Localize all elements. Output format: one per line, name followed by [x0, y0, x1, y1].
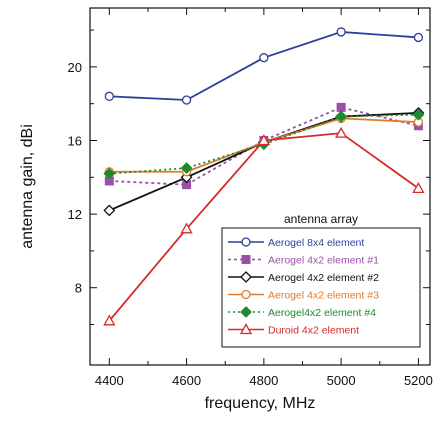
series-layer — [103, 27, 425, 326]
data-point — [103, 167, 116, 180]
data-point — [240, 306, 252, 318]
legend-label: Aerogel 4x2 element #2 — [268, 272, 379, 284]
plot-border — [89, 7, 431, 366]
data-point — [335, 110, 348, 123]
y-tick-label: 16 — [68, 133, 82, 148]
data-point — [180, 162, 193, 175]
series-line — [109, 113, 419, 175]
data-point — [335, 126, 348, 138]
data-point — [103, 314, 116, 326]
y-tick-label: 20 — [68, 60, 82, 75]
legend-title: antenna array — [284, 212, 358, 226]
legend-item: Aerogel4x2 element #4 — [228, 306, 376, 319]
legend-item: Duroid 4x2 element — [228, 323, 359, 337]
data-point — [241, 237, 251, 247]
legend-box — [221, 227, 421, 348]
y-axis-ticks: 8 12 16 20 — [68, 29, 430, 326]
data-point — [240, 271, 252, 283]
data-point — [181, 95, 192, 105]
data-point — [103, 204, 116, 217]
legend-label: Aerogel 4x2 element #3 — [268, 290, 379, 302]
legend-item: Aerogel 8x4 element — [228, 237, 364, 249]
legend-label: Aerogel 8x4 element — [268, 237, 364, 249]
x-tick-label: 4600 — [172, 373, 201, 388]
plot-frame — [89, 7, 431, 366]
legend-label: Duroid 4x2 element — [268, 325, 359, 337]
legend-item: Aerogel 4x2 element #2 — [228, 271, 379, 284]
legend-label: Aerogel 4x2 element #1 — [268, 255, 379, 267]
series-1 — [104, 27, 424, 105]
legend-label: Aerogel4x2 element #4 — [268, 307, 376, 319]
data-point — [180, 222, 193, 234]
x-tick-label: 4800 — [249, 373, 278, 388]
data-point — [336, 27, 346, 37]
x-tick-label: 5000 — [327, 373, 356, 388]
data-point — [413, 32, 424, 43]
data-point — [259, 53, 269, 63]
x-axis-title: frequency, MHz — [205, 395, 316, 412]
data-point — [336, 102, 346, 112]
data-point — [257, 134, 270, 146]
x-tick-label: 5200 — [404, 373, 433, 388]
legend-item: Aerogel 4x2 element #1 — [228, 255, 379, 267]
data-point — [104, 91, 114, 101]
series-6 — [103, 126, 425, 326]
data-point — [241, 255, 251, 264]
data-point — [412, 108, 425, 121]
y-axis-title: antenna gain, dBi — [19, 124, 36, 249]
data-point — [239, 323, 253, 335]
legend-item: Aerogel 4x2 element #3 — [228, 290, 379, 302]
series-line — [109, 106, 419, 186]
y-tick-label: 8 — [75, 281, 82, 296]
x-axis-ticks: 4400 4600 4800 5000 5200 — [95, 8, 433, 388]
legend-items: Aerogel 8x4 element Aerogel 4x2 element #… — [228, 237, 379, 337]
y-tick-label: 12 — [68, 207, 82, 222]
legend: antenna array Aerogel 8x4 elementAerogel… — [221, 212, 421, 348]
x-tick-label: 4400 — [95, 373, 124, 388]
data-point — [241, 289, 251, 300]
data-point — [412, 182, 425, 193]
